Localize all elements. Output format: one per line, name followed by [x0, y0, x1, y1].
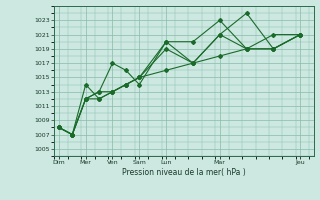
X-axis label: Pression niveau de la mer( hPa ): Pression niveau de la mer( hPa ) — [122, 168, 246, 177]
